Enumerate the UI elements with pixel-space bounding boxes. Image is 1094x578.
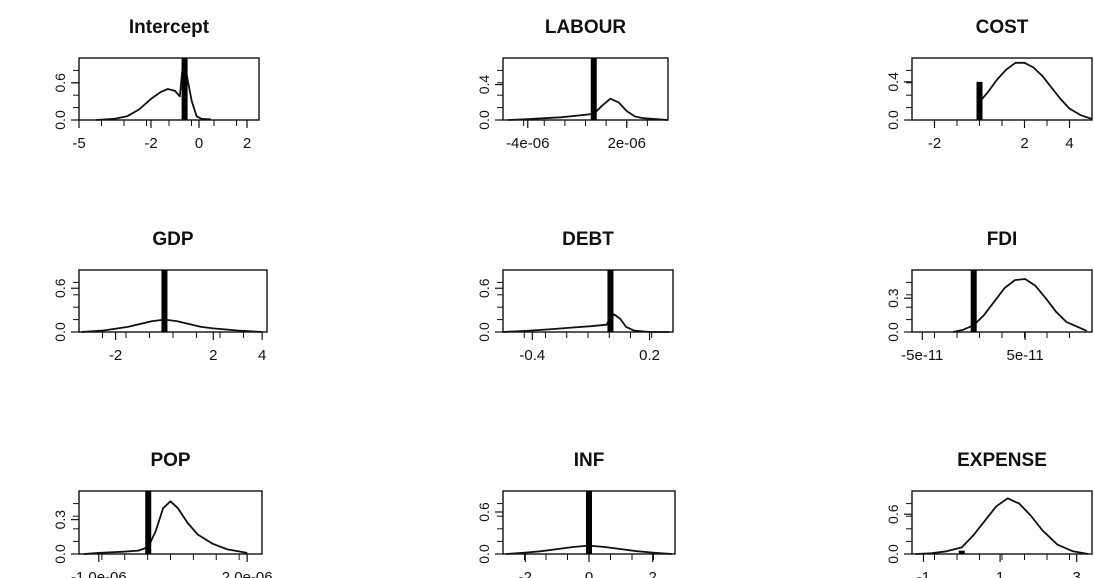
- panel-title: COST: [976, 17, 1029, 38]
- plot-frame: [911, 57, 1093, 121]
- y-tick-label: 0.6: [52, 73, 68, 93]
- x-tick-label: 5e-11: [1007, 347, 1044, 364]
- y-tick-label: 0.0: [885, 544, 901, 564]
- panel-debt: DEBT 0.0 0.6 -0.4 0.2: [476, 229, 674, 364]
- x-tick-label: 0: [195, 135, 203, 152]
- x-tick-label: -1: [917, 569, 930, 578]
- y-tick-label: 0.6: [885, 504, 901, 524]
- panel-title: LABOUR: [545, 17, 627, 38]
- x-tick-label: -5e-11: [901, 347, 943, 364]
- x-tick-label: 4: [258, 347, 266, 364]
- x-tick-label: -1.0e-06: [71, 569, 127, 578]
- panel-fdi: FDI 0.0 0.3 -5e-11 5e-11: [885, 229, 1093, 364]
- plot-frame: [911, 490, 1093, 555]
- x-tick-label: 2e-06: [608, 135, 646, 152]
- x-tick-label: 0.2: [639, 347, 660, 364]
- x-tick-label: 1: [996, 569, 1004, 578]
- y-tick-label: 0.6: [476, 278, 492, 298]
- y-tick-label: 0.0: [52, 544, 68, 564]
- x-tick-label: 2: [243, 135, 251, 152]
- y-tick-label: 0.4: [885, 72, 901, 92]
- x-tick-label: 2: [649, 569, 657, 578]
- panel-inf: INF 0.0 0.6 -2 0 2: [476, 450, 676, 578]
- x-tick-label: 4: [1065, 135, 1073, 152]
- x-tick-label: -2: [519, 569, 532, 578]
- y-tick-label: 0.3: [885, 288, 901, 308]
- density-curve: [502, 313, 670, 333]
- x-tick-label: 2.0e-06: [222, 569, 273, 578]
- plot-frame: [911, 269, 1093, 333]
- x-tick-label: -0.4: [519, 347, 545, 364]
- density-curve: [507, 97, 669, 121]
- panel-gdp: GDP 0.0 0.6 -2 2 4: [52, 229, 268, 364]
- panel-title: EXPENSE: [957, 450, 1047, 471]
- density-curve: [95, 58, 212, 121]
- density-curve: [915, 497, 1089, 555]
- panel-title: Intercept: [129, 17, 210, 38]
- density-curve: [83, 500, 248, 555]
- panel-title: POP: [150, 450, 190, 471]
- panel-pop: POP 0.0 0.3 -1.0e-06 2.0e-06: [52, 450, 273, 578]
- x-tick-label: -2: [144, 135, 157, 152]
- panel-intercept: Intercept 0.0 0.6 -5 -2 0 2: [52, 17, 260, 152]
- x-tick-label: 3: [1073, 569, 1081, 578]
- y-tick-label: 0.0: [52, 322, 68, 342]
- x-tick-label: -5: [72, 135, 85, 152]
- x-tick-label: 0: [585, 569, 593, 578]
- x-tick-label: -2: [928, 135, 941, 152]
- y-tick-label: 0.6: [52, 278, 68, 298]
- x-tick-label: 2: [1020, 135, 1028, 152]
- panel-cost: COST 0.0 0.4 -2 2 4: [885, 17, 1093, 152]
- panel-title: INF: [574, 450, 605, 471]
- y-tick-label: 0.6: [476, 502, 492, 522]
- panel-labour: LABOUR 0.0 0.4 -4e-06 2e-06: [476, 17, 669, 152]
- plot-frame: [78, 269, 268, 333]
- y-tick-label: 0.0: [476, 544, 492, 564]
- x-tick-label: -4e-06: [506, 135, 549, 152]
- y-tick-label: 0.0: [885, 322, 901, 342]
- panel-title: DEBT: [562, 229, 614, 250]
- x-tick-label: 2: [209, 347, 217, 364]
- y-tick-label: 0.0: [885, 110, 901, 130]
- plot-frame: [502, 269, 674, 333]
- y-tick-label: 0.0: [476, 110, 492, 130]
- y-tick-label: 0.3: [52, 510, 68, 530]
- density-curve: [978, 61, 1093, 120]
- panel-expense: EXPENSE 0.0 0.6 -1 1 3: [885, 450, 1093, 578]
- y-tick-label: 0.0: [52, 110, 68, 130]
- y-tick-label: 0.0: [476, 322, 492, 342]
- x-tick-label: -2: [109, 347, 122, 364]
- panel-title: GDP: [152, 229, 194, 250]
- density-curve: [81, 318, 263, 333]
- panel-title: FDI: [987, 229, 1018, 250]
- plot-frame: [502, 57, 669, 121]
- y-tick-label: 0.4: [476, 75, 492, 95]
